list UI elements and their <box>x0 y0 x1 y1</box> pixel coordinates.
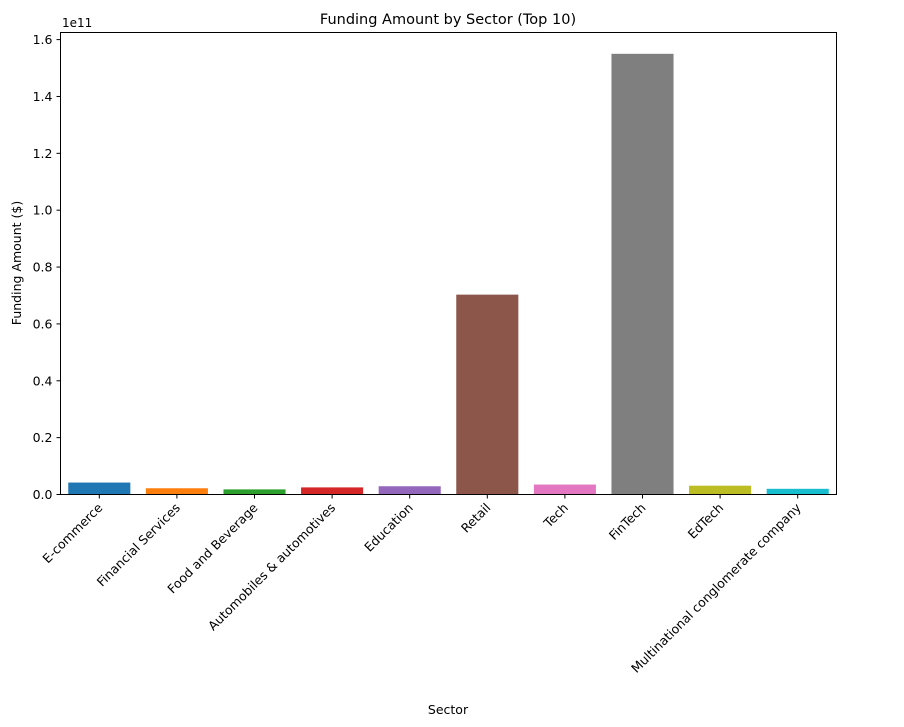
bar-7 <box>611 53 674 495</box>
bars-group <box>68 53 829 495</box>
chart-title: Funding Amount by Sector (Top 10) <box>320 12 576 28</box>
y-tick-label: 1.4 <box>33 89 53 104</box>
y-offset-label: 1e11 <box>62 16 92 30</box>
y-tick-label: 1.2 <box>33 146 53 161</box>
x-tick-label: Retail <box>458 500 494 536</box>
x-axis-label: Sector <box>428 702 469 717</box>
bar-0 <box>68 482 131 495</box>
x-tick-label: FinTech <box>606 500 649 543</box>
y-axis-label: Funding Amount ($) <box>9 201 24 325</box>
bar-6 <box>533 484 596 495</box>
x-tick-label: Financial Services <box>94 500 183 589</box>
x-tick-label: EdTech <box>685 500 727 542</box>
y-tick-label: 0.4 <box>33 373 53 388</box>
bar-9 <box>766 488 829 495</box>
y-tick-label: 0.8 <box>33 260 53 275</box>
x-tick-label: Education <box>361 500 416 555</box>
bar-8 <box>689 485 752 495</box>
y-tick-label: 0.6 <box>33 316 53 331</box>
x-tick-label: E-commerce <box>39 500 105 566</box>
x-tick-label: Automobiles & automotives <box>205 500 338 633</box>
y-axis: 0.0 0.2 0.4 0.6 0.8 1.0 1.2 1.4 1.6 <box>33 32 61 502</box>
bar-4 <box>378 486 441 495</box>
bar-1 <box>145 488 208 495</box>
y-tick-label: 0.2 <box>33 430 53 445</box>
bar-2 <box>223 489 286 495</box>
plot-frame <box>60 32 837 495</box>
x-tick-label: Multinational conglomerate company <box>628 500 804 676</box>
y-tick-label: 0.0 <box>33 487 53 502</box>
bar-5 <box>456 294 519 495</box>
bar-3 <box>301 487 364 495</box>
x-tick-label: Tech <box>540 500 571 531</box>
y-tick-label: 1.0 <box>33 203 53 218</box>
y-tick-label: 1.6 <box>33 32 53 47</box>
